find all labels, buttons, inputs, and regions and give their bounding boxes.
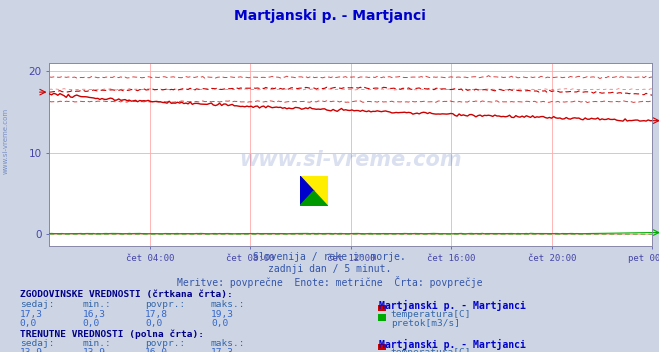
Text: maks.:: maks.: [211,339,245,348]
Text: 19,3: 19,3 [211,310,234,319]
Text: 0,0: 0,0 [20,319,37,328]
Text: 17,8: 17,8 [145,310,168,319]
Text: Martjanski p. - Martjanci: Martjanski p. - Martjanci [379,339,526,350]
Text: 17,3: 17,3 [20,310,43,319]
Text: TRENUTNE VREDNOSTI (polna črta):: TRENUTNE VREDNOSTI (polna črta): [20,329,204,339]
Text: 0,0: 0,0 [211,319,228,328]
Polygon shape [300,191,328,206]
Text: 13,9: 13,9 [82,348,105,352]
Polygon shape [300,176,328,191]
Text: 16,3: 16,3 [82,310,105,319]
Text: www.si-vreme.com: www.si-vreme.com [240,150,462,170]
Text: povpr.:: povpr.: [145,300,185,309]
Text: maks.:: maks.: [211,300,245,309]
Polygon shape [314,176,328,206]
Text: 17,3: 17,3 [211,348,234,352]
Text: povpr.:: povpr.: [145,339,185,348]
Text: Martjanski p. - Martjanci: Martjanski p. - Martjanci [233,9,426,23]
Text: sedaj:: sedaj: [20,300,54,309]
Text: sedaj:: sedaj: [20,339,54,348]
Text: www.si-vreme.com: www.si-vreme.com [2,108,9,174]
Text: pretok[m3/s]: pretok[m3/s] [391,319,460,328]
Text: 13,9: 13,9 [20,348,43,352]
Text: temperatura[C]: temperatura[C] [391,310,471,319]
Text: Slovenija / reke in morje.: Slovenija / reke in morje. [253,252,406,262]
Text: ZGODOVINSKE VREDNOSTI (črtkana črta):: ZGODOVINSKE VREDNOSTI (črtkana črta): [20,290,233,300]
Text: min.:: min.: [82,300,111,309]
Polygon shape [300,176,314,206]
Text: 0,0: 0,0 [145,319,162,328]
Text: 16,0: 16,0 [145,348,168,352]
Text: Meritve: povprečne  Enote: metrične  Črta: povprečje: Meritve: povprečne Enote: metrične Črta:… [177,276,482,288]
Text: Martjanski p. - Martjanci: Martjanski p. - Martjanci [379,300,526,311]
Text: 0,0: 0,0 [82,319,100,328]
Text: temperatura[C]: temperatura[C] [391,348,471,352]
Text: zadnji dan / 5 minut.: zadnji dan / 5 minut. [268,264,391,274]
Text: min.:: min.: [82,339,111,348]
Polygon shape [300,176,328,206]
